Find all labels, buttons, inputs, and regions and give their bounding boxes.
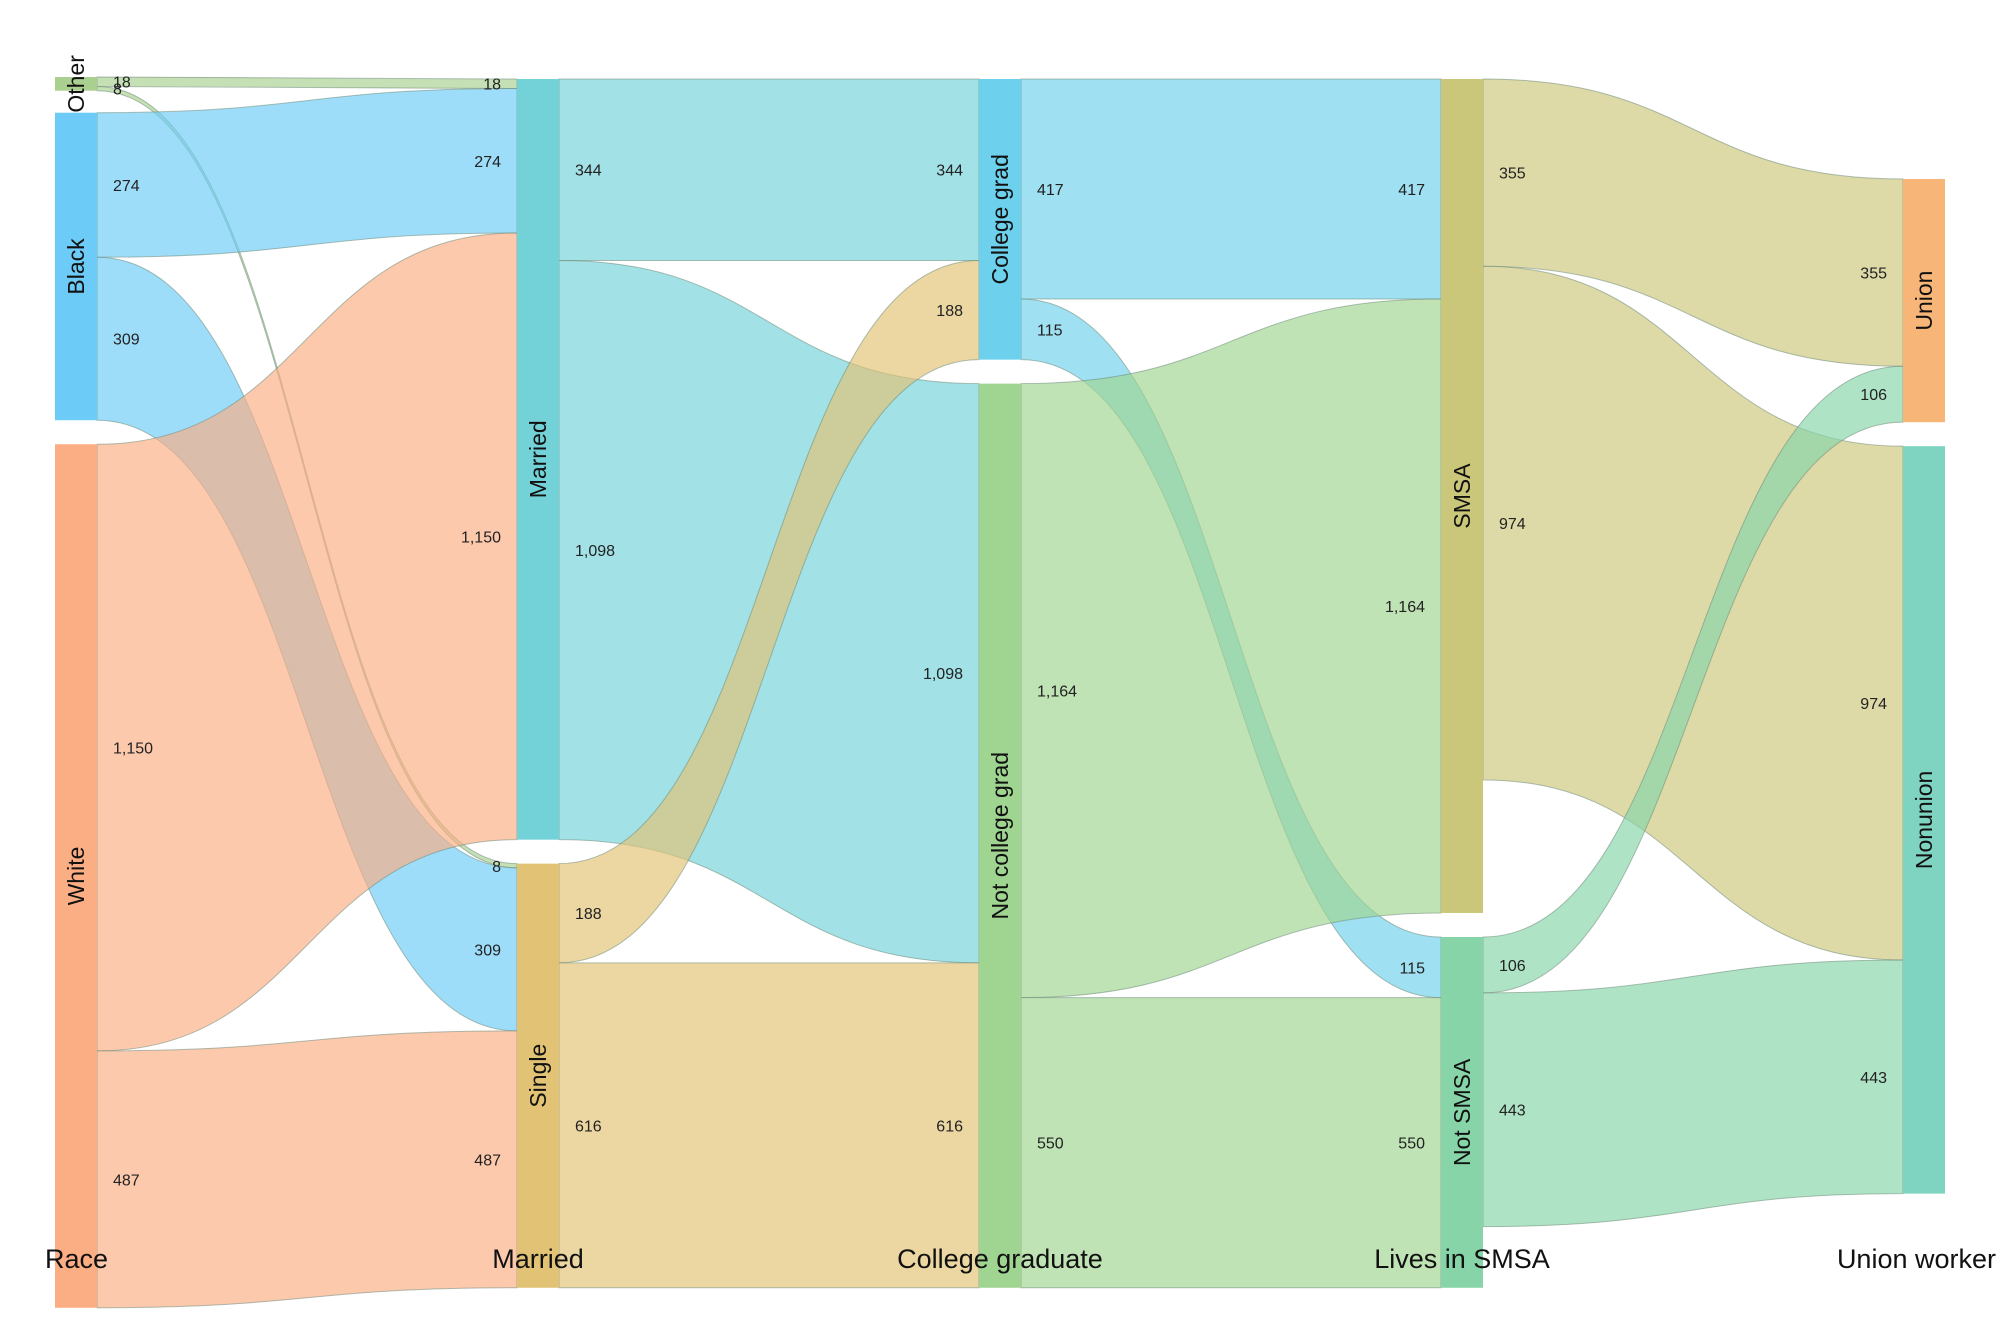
node-married bbox=[517, 79, 559, 840]
flow-source-label: 274 bbox=[113, 178, 140, 195]
stage-label-race: Race bbox=[45, 1244, 108, 1274]
flow-target-label: 355 bbox=[1860, 266, 1887, 283]
node-label-nonunion: Nonunion bbox=[1911, 771, 1937, 869]
node-label-black: Black bbox=[63, 238, 89, 295]
flow-target-label: 115 bbox=[1399, 960, 1425, 977]
node-label-college-grad: College grad bbox=[987, 154, 1013, 284]
flow-source-label: 1,150 bbox=[113, 741, 153, 758]
flow-source-label: 443 bbox=[1499, 1103, 1526, 1120]
flow-not-college-grad-to-smsa bbox=[1020, 298, 1442, 999]
flow-source-label: 115 bbox=[1037, 322, 1063, 339]
node-not-college-grad bbox=[979, 383, 1021, 1288]
flow-links bbox=[96, 76, 1904, 1309]
node-labels: Other Black White Married Single College grad… bbox=[63, 55, 1937, 1166]
flow-target-label: 616 bbox=[936, 1118, 963, 1135]
flow-source-label: 309 bbox=[113, 332, 140, 349]
flow-single-to-not-college-grad bbox=[558, 962, 980, 1289]
node-label-married: Married bbox=[525, 420, 551, 498]
flow-target-label: 974 bbox=[1860, 696, 1887, 713]
flow-target-label: 417 bbox=[1398, 182, 1425, 199]
node-label-not-college-grad: Not college grad bbox=[987, 752, 1013, 920]
node-label-white: White bbox=[63, 847, 89, 906]
node-label-not-smsa: Not SMSA bbox=[1449, 1058, 1475, 1166]
flow-source-label: 1,098 bbox=[575, 543, 615, 560]
flow-target-label: 18 bbox=[483, 77, 501, 94]
node-smsa bbox=[1441, 79, 1483, 913]
flow-target-label: 1,150 bbox=[461, 529, 501, 546]
flow-not-smsa-to-nonunion bbox=[1482, 959, 1904, 1228]
stage-labels: Race Married College graduate Lives in SMSA… bbox=[45, 1244, 1996, 1274]
flow-source-label: 355 bbox=[1499, 166, 1526, 183]
node-union bbox=[1903, 179, 1945, 423]
flow-married-to-college-grad bbox=[558, 78, 980, 261]
flow-source-label: 417 bbox=[1037, 182, 1064, 199]
flow-source-label: 344 bbox=[575, 163, 602, 180]
flow-target-label: 550 bbox=[1398, 1136, 1425, 1153]
flow-source-label: 106 bbox=[1499, 958, 1526, 975]
stage-label-smsa: Lives in SMSA bbox=[1374, 1244, 1550, 1274]
flow-source-label: 8 bbox=[113, 82, 122, 99]
node-single bbox=[517, 863, 559, 1288]
node-college-grad bbox=[979, 79, 1021, 360]
flow-target-label: 487 bbox=[474, 1152, 501, 1169]
node-other bbox=[55, 77, 97, 91]
flow-target-label: 443 bbox=[1860, 1070, 1887, 1087]
flow-not-college-grad-to-not-smsa bbox=[1020, 997, 1442, 1289]
node-nonunion bbox=[1903, 446, 1945, 1194]
node-not-smsa bbox=[1441, 936, 1483, 1288]
node-label-smsa: SMSA bbox=[1449, 463, 1475, 529]
flow-source-label: 616 bbox=[575, 1118, 602, 1135]
node-white bbox=[55, 444, 97, 1308]
flow-target-label: 1,098 bbox=[923, 666, 963, 683]
node-label-other: Other bbox=[63, 55, 89, 113]
flow-target-label: 106 bbox=[1860, 387, 1887, 404]
flow-white-to-single bbox=[96, 1030, 518, 1309]
flow-source-label: 974 bbox=[1499, 516, 1526, 533]
stage-label-married: Married bbox=[492, 1244, 584, 1274]
node-black bbox=[55, 112, 97, 421]
flow-source-label: 188 bbox=[575, 906, 602, 923]
flow-source-label: 18 bbox=[113, 75, 131, 92]
flow-target-label: 188 bbox=[936, 303, 963, 320]
flow-target-label: 274 bbox=[474, 154, 501, 171]
flow-other-to-married bbox=[96, 76, 518, 89]
node-label-single: Single bbox=[525, 1044, 551, 1108]
flow-target-label: 344 bbox=[936, 163, 963, 180]
node-bars bbox=[55, 77, 1945, 1308]
flow-college-grad-to-smsa bbox=[1020, 78, 1442, 300]
flow-source-label: 487 bbox=[113, 1172, 140, 1189]
node-label-union: Union bbox=[1911, 271, 1937, 331]
stage-label-union: Union worker bbox=[1837, 1244, 1996, 1274]
flow-target-label: 8 bbox=[492, 859, 501, 876]
stage-label-college: College graduate bbox=[897, 1244, 1103, 1274]
flow-target-label: 1,164 bbox=[1385, 599, 1425, 616]
flow-source-label: 1,164 bbox=[1037, 684, 1077, 701]
flow-target-label: 309 bbox=[474, 942, 501, 959]
flow-source-label: 550 bbox=[1037, 1136, 1064, 1153]
flow-smsa-to-nonunion bbox=[1482, 265, 1904, 961]
flow-black-to-married bbox=[96, 87, 518, 258]
